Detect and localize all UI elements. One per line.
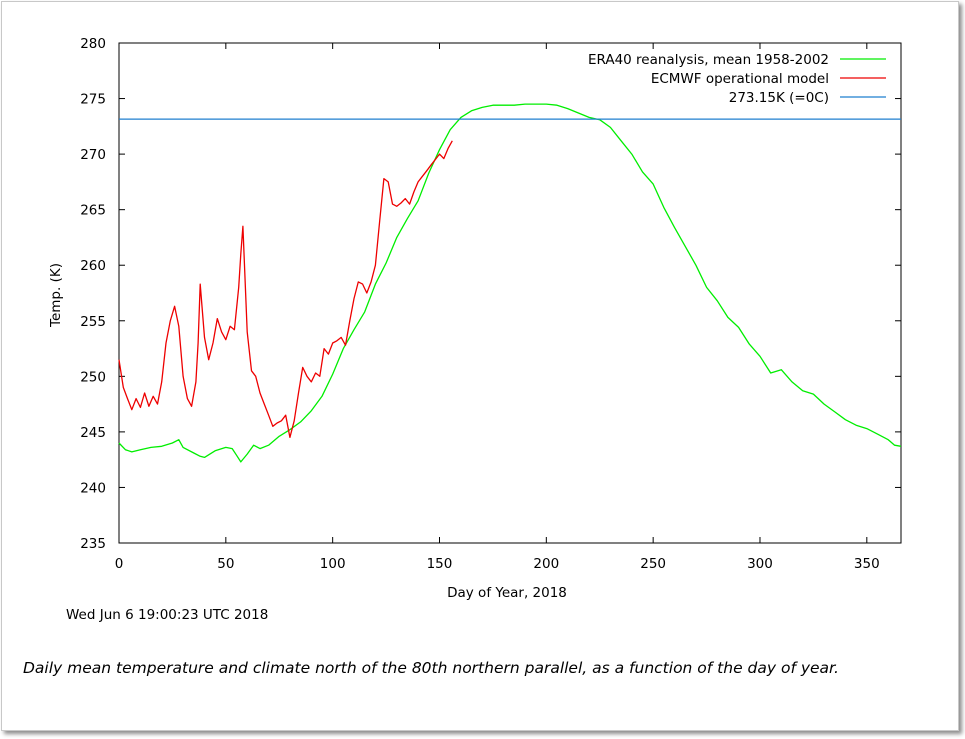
temperature-chart: 235 240 245 250 255 260 265 270 275 280 0 50 100 150 2…	[48, 36, 902, 623]
legend-label: ERA40 reanalysis, mean 1958-2002	[588, 52, 829, 68]
x-tick-label: 350	[854, 556, 880, 572]
y-tick-label: 260	[80, 258, 106, 274]
y-tick-label: 275	[80, 92, 106, 108]
x-axis-label: Day of Year, 2018	[447, 585, 567, 601]
series-line-0	[118, 103, 902, 463]
y-tick-label: 250	[80, 369, 106, 385]
legend-label: 273.15K (=0C)	[729, 90, 829, 106]
series-line-1	[118, 140, 453, 439]
y-tick-label: 270	[80, 147, 106, 163]
x-tick-label: 100	[320, 556, 346, 572]
plot-border	[118, 42, 902, 544]
x-tick-label: 250	[640, 556, 666, 572]
y-tick-label: 280	[80, 36, 106, 52]
plot-layer: 235 240 245 250 255 260 265 270 275 280 0 50 100 150 2…	[48, 36, 902, 623]
y-tick-label: 235	[80, 536, 106, 552]
legend-label: ECMWF operational model	[651, 71, 829, 87]
x-tick-label: 150	[427, 556, 453, 572]
timestamp-label: Wed Jun 6 19:00:23 UTC 2018	[66, 607, 268, 623]
x-tick-label: 200	[533, 556, 559, 572]
y-tick-label: 265	[80, 203, 106, 219]
x-tick-label: 300	[747, 556, 773, 572]
y-tick-label: 255	[80, 314, 106, 330]
y-axis-label: Temp. (K)	[48, 263, 64, 328]
x-tick-label: 50	[217, 556, 234, 572]
figure-caption: Daily mean temperature and climate north…	[23, 659, 839, 677]
y-tick-label: 245	[80, 425, 106, 441]
x-tick-label: 0	[115, 556, 124, 572]
y-tick-label: 240	[80, 480, 106, 496]
